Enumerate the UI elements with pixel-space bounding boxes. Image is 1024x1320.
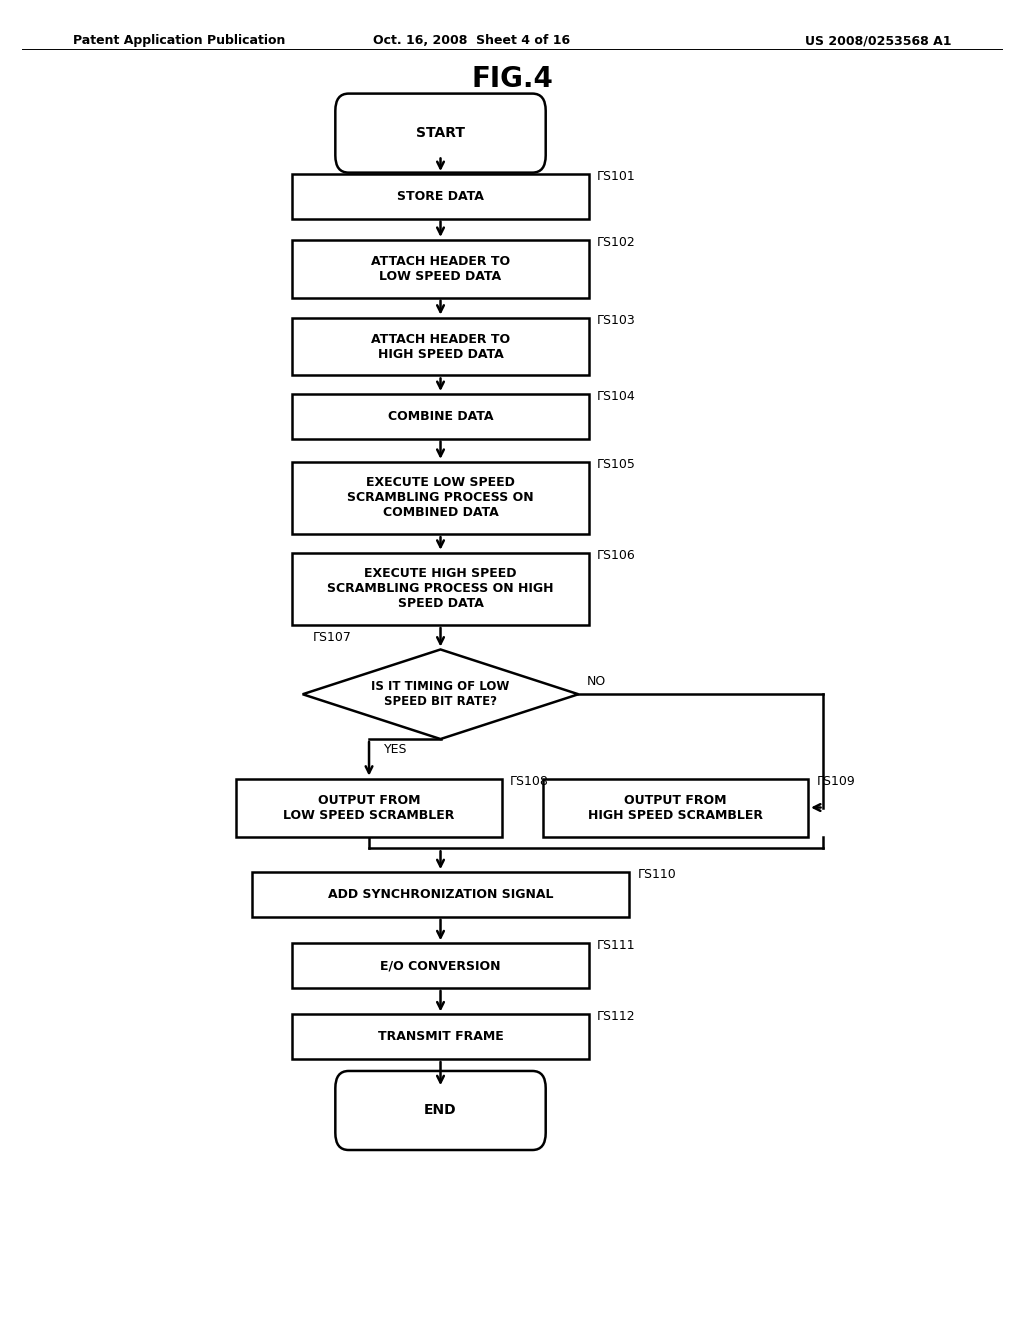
Text: ATTACH HEADER TO
HIGH SPEED DATA: ATTACH HEADER TO HIGH SPEED DATA <box>371 333 510 360</box>
Text: Patent Application Publication: Patent Application Publication <box>73 34 286 48</box>
Text: END: END <box>424 1104 457 1118</box>
Bar <box>293 393 589 438</box>
Bar <box>293 240 589 298</box>
Bar <box>237 779 502 837</box>
Text: ΓS103: ΓS103 <box>597 314 636 326</box>
Bar <box>293 553 589 626</box>
Text: ΓS101: ΓS101 <box>597 170 636 183</box>
Text: ΓS107: ΓS107 <box>313 631 351 644</box>
Text: OUTPUT FROM
HIGH SPEED SCRAMBLER: OUTPUT FROM HIGH SPEED SCRAMBLER <box>588 793 763 821</box>
Bar <box>293 1014 589 1059</box>
FancyBboxPatch shape <box>335 94 546 173</box>
Bar <box>543 779 808 837</box>
Bar <box>252 873 630 917</box>
Text: ΓS102: ΓS102 <box>597 236 636 249</box>
Text: START: START <box>416 127 465 140</box>
Text: ΓS104: ΓS104 <box>597 389 636 403</box>
Bar <box>293 944 589 987</box>
Bar <box>293 318 589 375</box>
Text: COMBINE DATA: COMBINE DATA <box>388 409 494 422</box>
Text: ΓS111: ΓS111 <box>597 940 635 952</box>
FancyBboxPatch shape <box>335 1071 546 1150</box>
Text: ΓS108: ΓS108 <box>510 775 549 788</box>
Text: EXECUTE LOW SPEED
SCRAMBLING PROCESS ON
COMBINED DATA: EXECUTE LOW SPEED SCRAMBLING PROCESS ON … <box>347 477 534 520</box>
Text: E/O CONVERSION: E/O CONVERSION <box>380 960 501 972</box>
Text: EXECUTE HIGH SPEED
SCRAMBLING PROCESS ON HIGH
SPEED DATA: EXECUTE HIGH SPEED SCRAMBLING PROCESS ON… <box>328 568 554 610</box>
Text: Oct. 16, 2008  Sheet 4 of 16: Oct. 16, 2008 Sheet 4 of 16 <box>373 34 569 48</box>
Polygon shape <box>303 649 579 739</box>
Bar <box>293 462 589 535</box>
Text: STORE DATA: STORE DATA <box>397 190 484 203</box>
Text: OUTPUT FROM
LOW SPEED SCRAMBLER: OUTPUT FROM LOW SPEED SCRAMBLER <box>284 793 455 821</box>
Text: ΓS112: ΓS112 <box>597 1010 635 1023</box>
Text: ATTACH HEADER TO
LOW SPEED DATA: ATTACH HEADER TO LOW SPEED DATA <box>371 255 510 282</box>
Text: YES: YES <box>384 743 408 756</box>
Text: NO: NO <box>587 675 606 688</box>
Text: IS IT TIMING OF LOW
SPEED BIT RATE?: IS IT TIMING OF LOW SPEED BIT RATE? <box>372 680 510 709</box>
Text: ADD SYNCHRONIZATION SIGNAL: ADD SYNCHRONIZATION SIGNAL <box>328 888 553 902</box>
Text: ΓS106: ΓS106 <box>597 549 636 562</box>
Text: US 2008/0253568 A1: US 2008/0253568 A1 <box>805 34 951 48</box>
Text: ΓS105: ΓS105 <box>597 458 636 471</box>
Text: FIG.4: FIG.4 <box>471 65 553 92</box>
Bar <box>293 174 589 219</box>
Text: ΓS110: ΓS110 <box>638 869 677 882</box>
Text: TRANSMIT FRAME: TRANSMIT FRAME <box>378 1030 504 1043</box>
Text: ΓS109: ΓS109 <box>816 775 855 788</box>
